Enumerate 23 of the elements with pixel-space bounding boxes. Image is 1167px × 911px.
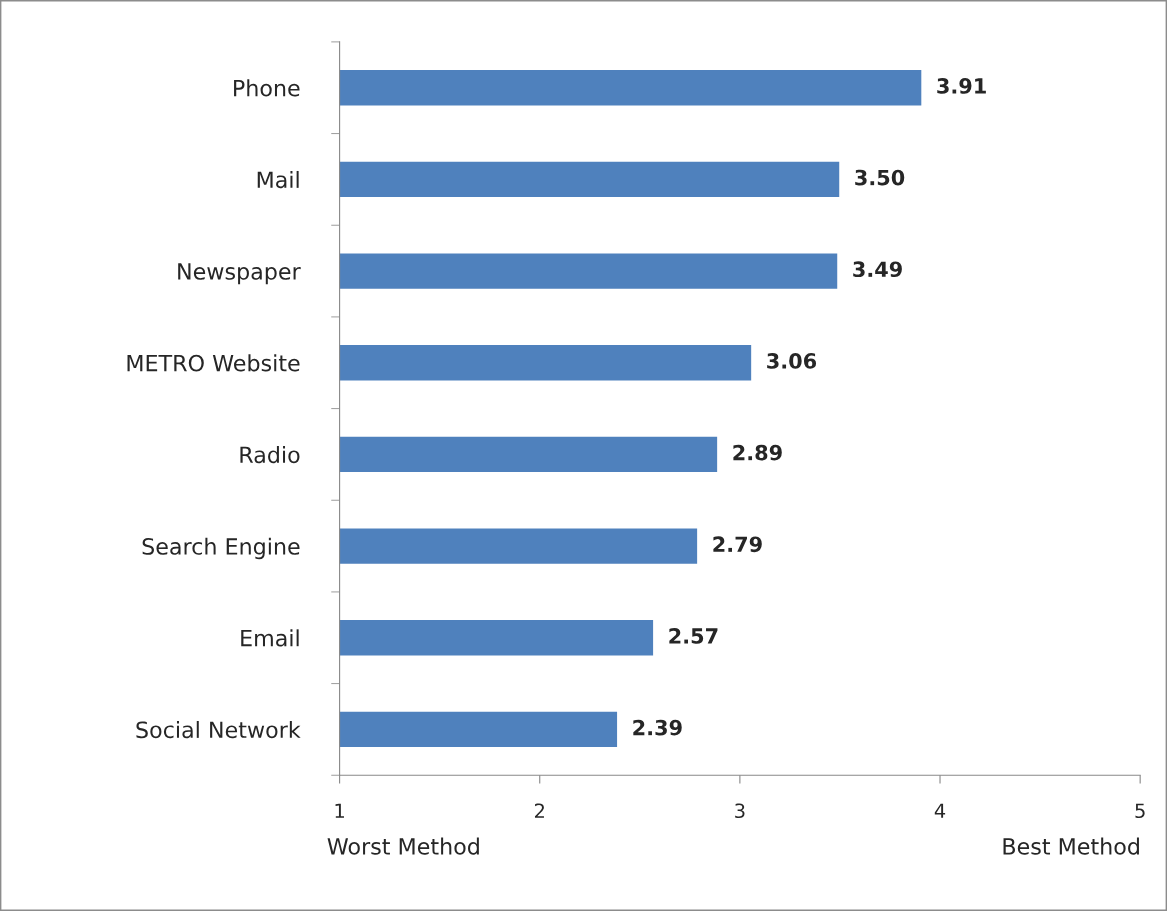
y-tick-label: Phone [234,79,300,97]
data-label: 3.91 [937,78,986,94]
x-tick-label: 5 [1135,803,1145,819]
x-tick-label: 2 [534,803,544,818]
y-tick-label: Search Engine [142,537,300,560]
data-label: 3.06 [767,353,817,369]
data-label: 3.49 [853,261,902,278]
x-tick-label: 3 [735,803,745,819]
y-tick-label: Email [241,629,299,647]
y-tick-label: Mail [257,170,299,189]
y-tick-label: Newspaper [178,263,301,285]
y-tick-label: METRO Website [127,354,300,372]
data-label: 2.89 [733,444,782,461]
data-label: 3.50 [855,169,905,186]
text: Best Method [1003,837,1139,855]
y-tick-label: Radio [240,445,300,464]
y-tick-label: Social Network [136,720,301,739]
text: Worst Method [327,837,479,855]
x-tick-label: 1 [335,803,344,818]
data-label: 2.57 [669,628,718,644]
x-tick-label: 4 [934,803,946,818]
data-label: 2.79 [713,536,762,553]
data-label: 2.39 [633,719,682,736]
